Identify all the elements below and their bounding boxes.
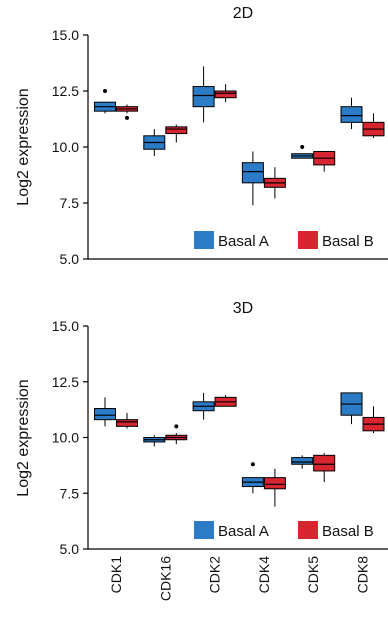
y-tick-label: 10.0 xyxy=(52,430,79,446)
panel-title: 3D xyxy=(233,300,253,317)
box-cdk2-basal-b xyxy=(214,84,237,103)
x-tick-label: CDK4 xyxy=(256,556,272,594)
outlier-point xyxy=(174,424,179,429)
panel-title: 2D xyxy=(233,5,253,22)
box-cdk16-basal-b xyxy=(165,424,188,445)
box-cdk5-basal-b xyxy=(313,150,336,172)
y-tick-label: 5.0 xyxy=(60,251,80,267)
legend-label: Basal B xyxy=(322,523,374,540)
box-cdk16-basal-b xyxy=(165,124,188,143)
box-cdk8-basal-a xyxy=(340,97,363,130)
box-cdk5-basal-a xyxy=(291,455,314,469)
y-tick-label: 10.0 xyxy=(52,139,79,155)
y-tick-label: 5.0 xyxy=(60,541,80,557)
box-body xyxy=(340,106,363,123)
box-cdk2-basal-a xyxy=(192,392,215,420)
box-body xyxy=(192,86,215,108)
y-tick-label: 12.5 xyxy=(52,83,79,99)
legend-label: Basal A xyxy=(218,233,269,250)
box-body xyxy=(313,454,336,472)
box-cdk4-basal-a xyxy=(241,151,264,206)
box-cdk8-basal-a xyxy=(340,392,363,425)
box-cdk1-basal-b xyxy=(116,412,138,429)
y-tick-label: 7.5 xyxy=(60,195,80,211)
box-cdk5-basal-a xyxy=(291,145,314,159)
panel-3d: 3D Log2 expression 5.0 7.5 10.0 12.5 15.0 Bas… xyxy=(15,300,388,557)
legend-swatch xyxy=(194,231,214,249)
y-tick-label: 12.5 xyxy=(52,374,79,390)
box-body xyxy=(291,457,314,465)
legend-label: Basal B xyxy=(322,233,374,250)
box-cdk1-basal-a xyxy=(94,89,116,114)
box-cdk4-basal-b xyxy=(263,468,286,507)
box-cdk2-basal-a xyxy=(192,66,215,123)
outlier-point xyxy=(250,462,255,467)
box-cdk8-basal-b xyxy=(362,113,385,139)
box-cdk16-basal-a xyxy=(143,435,166,447)
outlier-point xyxy=(300,145,305,149)
legend-swatch xyxy=(298,521,318,539)
box-cdk2-basal-b xyxy=(214,395,237,407)
x-tick-label: CDK5 xyxy=(305,556,321,594)
legend: Basal A Basal B xyxy=(194,231,374,250)
box-body xyxy=(214,90,237,99)
outlier-point xyxy=(125,115,129,120)
box-body xyxy=(241,162,264,184)
x-axis-categories: CDK1 CDK16 CDK2 CDK4 CDK5 CDK8 xyxy=(108,556,371,601)
x-tick-label: CDK2 xyxy=(207,556,223,594)
y-tick-label: 15.0 xyxy=(52,318,79,334)
box-body xyxy=(116,419,138,427)
box-body xyxy=(263,477,286,490)
panel-2d: 2D Log2 expression 5.0 7.5 10.0 12.5 15.0 Bas… xyxy=(15,5,388,267)
y-axis-label: Log2 expression xyxy=(15,379,32,496)
y-tick-label: 15.0 xyxy=(52,27,79,43)
x-tick-label: CDK8 xyxy=(355,556,371,594)
outlier-point xyxy=(103,89,107,93)
box-cdk5-basal-b xyxy=(313,453,336,483)
box-cdk16-basal-a xyxy=(143,129,166,156)
box-body xyxy=(165,126,188,135)
legend: Basal A Basal B xyxy=(194,521,374,540)
x-tick-label: CDK1 xyxy=(108,556,124,594)
box-cdk1-basal-b xyxy=(116,104,138,120)
x-tick-label: CDK16 xyxy=(157,556,173,601)
legend-label: Basal A xyxy=(218,523,269,540)
box-body xyxy=(94,408,116,421)
box-cdk8-basal-b xyxy=(362,406,385,434)
legend-swatch xyxy=(194,521,214,539)
box-cdk1-basal-a xyxy=(94,397,116,427)
legend-swatch xyxy=(298,231,318,249)
box-cdk4-basal-a xyxy=(241,462,264,494)
y-axis-label: Log2 expression xyxy=(15,88,32,205)
box-cdk4-basal-b xyxy=(263,167,286,199)
y-tick-label: 7.5 xyxy=(60,485,80,501)
